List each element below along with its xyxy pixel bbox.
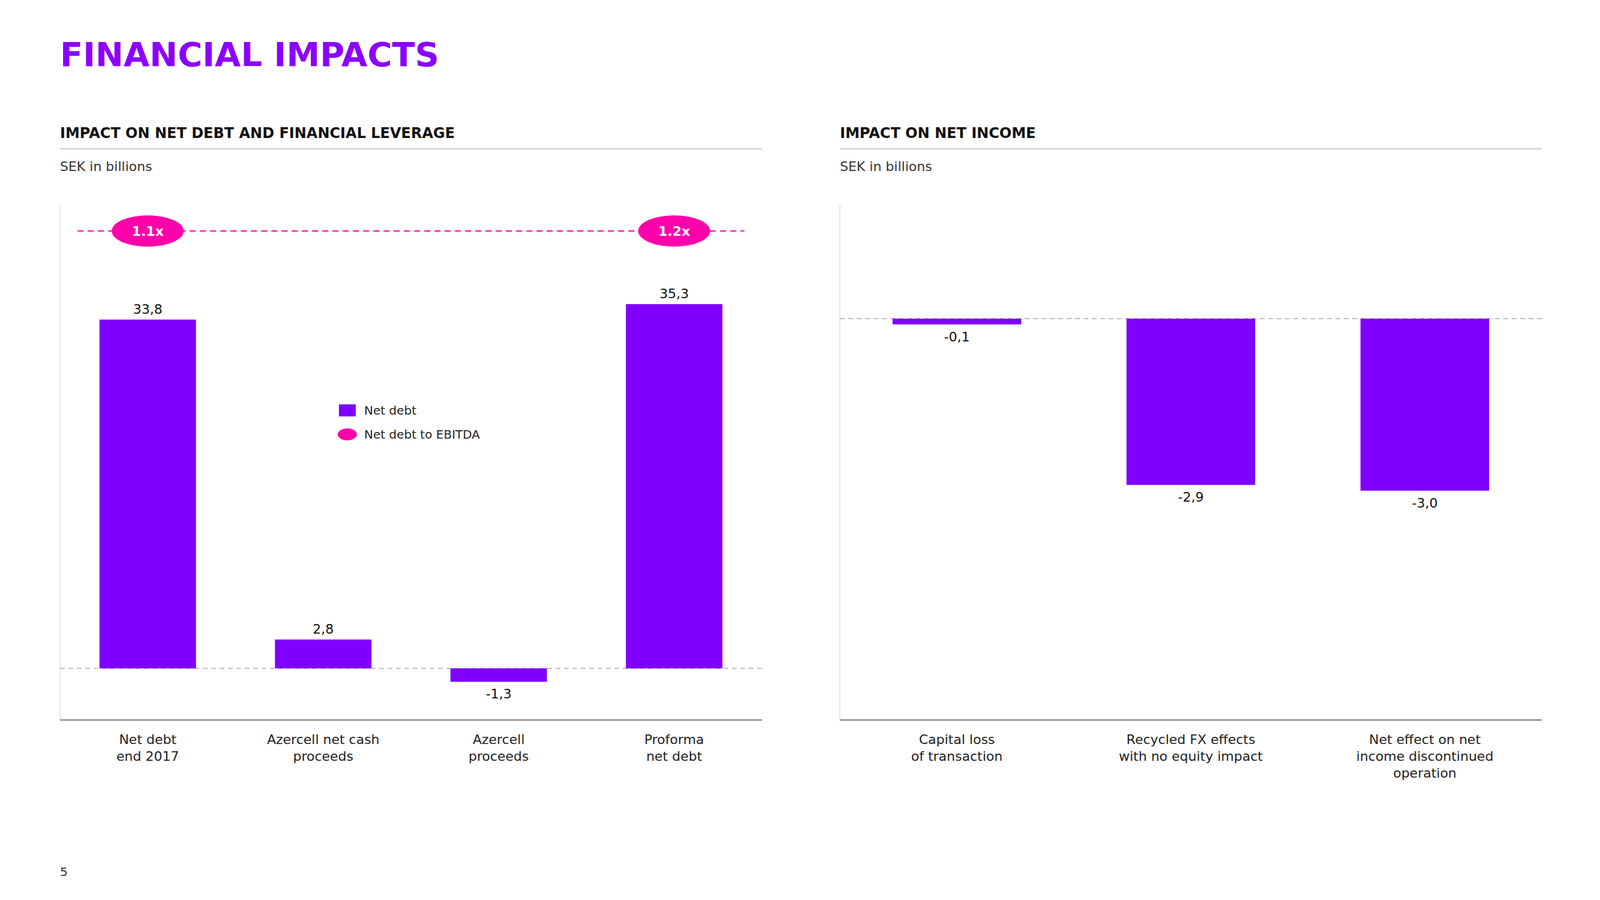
chart: IMPACT ON NET DEBT AND FINANCIAL LEVERAG… <box>59 124 762 764</box>
bar <box>1360 318 1490 491</box>
badge-label: 1.1x <box>131 223 164 239</box>
data-label: 35,3 <box>659 286 689 302</box>
chart-title: IMPACT ON NET INCOME <box>839 124 1036 142</box>
bar <box>625 304 723 669</box>
badge <box>111 215 184 247</box>
x-tick-label: Recycled FX effectswith no equity impact <box>1118 731 1263 764</box>
bar <box>1126 318 1256 485</box>
data-label: -1,3 <box>485 686 512 702</box>
bar <box>99 319 197 669</box>
legend-swatch <box>337 428 357 441</box>
legend-swatch <box>338 404 356 417</box>
chart-subtitle: SEK in billions <box>839 158 933 174</box>
bars <box>892 318 1490 491</box>
badge-label: 1.2x <box>658 223 690 239</box>
x-axis-line <box>59 719 762 721</box>
x-tick-label: Azercellproceeds <box>468 731 530 764</box>
legend-label: Net debt <box>364 403 417 418</box>
legend: Net debt Net debt to EBITDA <box>337 403 480 442</box>
bar <box>274 639 372 669</box>
data-label: 33,8 <box>133 301 163 317</box>
bar <box>450 668 548 682</box>
y-axis-line <box>839 203 841 720</box>
legend-label: Net debt to EBITDA <box>364 427 480 442</box>
page-number: 5 <box>59 864 68 879</box>
x-tick-label: Capital lossof transaction <box>911 731 1003 764</box>
title-rule <box>839 148 1542 150</box>
title-rule <box>59 148 762 150</box>
page: FINANCIAL IMPACTS 5 IMPACT ON NET DEBT AND… <box>0 0 1600 900</box>
x-tick-label: Net debtend 2017 <box>116 731 179 764</box>
bars <box>99 304 723 683</box>
data-labels: -0,1 -2,9 -3,0 <box>944 329 1439 511</box>
data-labels: 33,8 2,8 -1,3 35,3 <box>133 286 689 702</box>
x-tick-label: Azercell net cashproceeds <box>266 731 380 764</box>
chart: IMPACT ON NET INCOMESEK in billions-0,1-… <box>839 124 1542 781</box>
x-tick-label: Net effect on netincome discontinuedoper… <box>1356 731 1494 781</box>
chart-subtitle: SEK in billions <box>59 158 153 174</box>
chart-title: IMPACT ON NET DEBT AND FINANCIAL LEVERAG… <box>59 124 455 142</box>
data-label: -3,0 <box>1412 495 1439 511</box>
bar <box>892 318 1022 325</box>
page-title: FINANCIAL IMPACTS <box>59 34 440 74</box>
data-label: 2,8 <box>312 621 334 637</box>
data-label: -2,9 <box>1178 489 1205 505</box>
x-axis-line <box>839 719 1542 721</box>
x-tick-label: Proformanet debt <box>644 731 705 764</box>
data-label: -0,1 <box>944 329 971 345</box>
badge <box>638 215 711 247</box>
y-axis-line <box>59 203 61 720</box>
